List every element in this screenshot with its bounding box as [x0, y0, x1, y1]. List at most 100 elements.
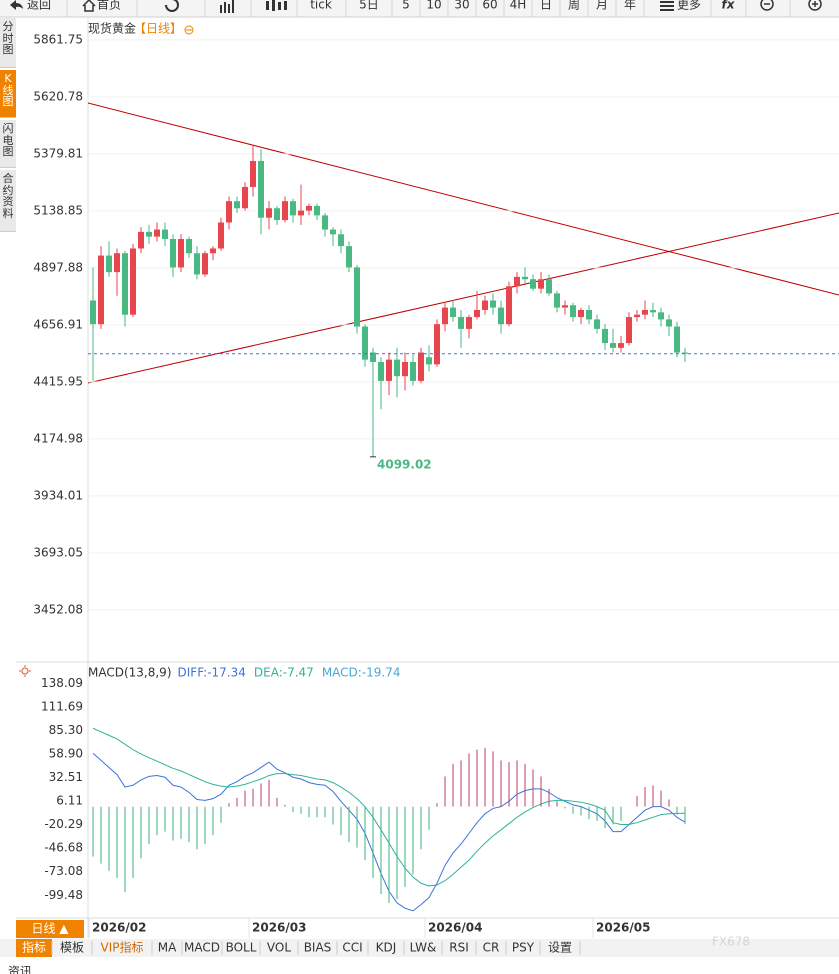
candle-body [138, 231, 144, 249]
candle-body [666, 319, 672, 327]
y-tick-label: 5379.81 [33, 146, 83, 160]
indicator-tab[interactable]: KDJ [376, 941, 397, 955]
bar-icon[interactable] [220, 0, 234, 13]
period-button-bg[interactable] [16, 920, 84, 938]
candle-body [250, 160, 256, 187]
candle-body [418, 352, 424, 381]
indicator-title: MACD(13,8,9) [88, 666, 172, 680]
back-button[interactable]: 返回 [27, 0, 51, 12]
candle-body [218, 222, 224, 249]
candle-body [410, 361, 416, 381]
x-tick-label: 2026/05 [596, 921, 650, 935]
candle-body [290, 201, 296, 216]
indicator-tab[interactable]: VOL [267, 941, 291, 955]
candle-body [554, 293, 560, 308]
more-button[interactable]: 更多 [677, 0, 701, 12]
zoom-in-icon[interactable] [808, 0, 822, 11]
more-icon[interactable] [660, 1, 674, 11]
indicator-tab[interactable]: MA [158, 941, 177, 955]
candle-body [106, 255, 112, 273]
y-tick-label: 4897.88 [33, 260, 83, 274]
period-button[interactable]: 年 [624, 0, 636, 12]
sidebar-tab[interactable]: 合约资料 [0, 170, 16, 232]
candle-body [634, 314, 640, 318]
fx-icon[interactable]: fx [722, 0, 736, 12]
indicator-tab[interactable]: BIAS [304, 941, 332, 955]
back-icon[interactable] [10, 0, 23, 10]
y-tick-label: 5620.78 [33, 89, 83, 103]
candle-body [306, 205, 312, 211]
candle-body [186, 239, 192, 254]
y-tick-label: 85.30 [49, 723, 83, 737]
period-button[interactable]: 月 [596, 0, 608, 12]
period-button[interactable]: 周 [568, 0, 580, 12]
indicator-tab[interactable]: MACD [184, 941, 220, 955]
indicator-tab[interactable]: CR [483, 941, 500, 955]
y-tick-label: 3693.05 [33, 545, 83, 559]
footer-tab[interactable]: 资讯 [8, 965, 32, 974]
y-tick-label: 58.90 [49, 747, 83, 761]
tab-bg [16, 939, 52, 957]
y-tick-label: 4415.95 [33, 374, 83, 388]
candle-body [354, 267, 360, 327]
candle-body [338, 234, 344, 247]
home-button[interactable]: 首页 [97, 0, 121, 12]
candle-body [154, 229, 160, 237]
candle-body [682, 352, 688, 354]
chart-title: 现货黄金 [88, 21, 136, 36]
tick-button[interactable]: tick [310, 0, 332, 12]
candle-body [394, 359, 400, 377]
macd-settings-icon[interactable] [19, 665, 31, 677]
candle-body [570, 305, 576, 318]
indicator-tab[interactable]: LW& [410, 941, 437, 955]
indicator-tab[interactable]: VIP指标 [101, 940, 144, 955]
candle-body [234, 201, 240, 209]
period-button[interactable]: 30 [454, 0, 469, 12]
indicator-tab[interactable]: 指标 [22, 940, 46, 955]
sidebar-tab[interactable]: 分时图 [0, 18, 16, 68]
refresh-icon[interactable] [165, 0, 179, 12]
y-tick-label: 5138.85 [33, 203, 83, 217]
candle-body [194, 253, 200, 275]
period-button[interactable]: 日线 ▲ [31, 922, 69, 936]
y-tick-label: 138.09 [41, 676, 83, 690]
x-tick-label: 2026/04 [428, 921, 482, 935]
candle-body [458, 317, 464, 329]
indicator-tab[interactable]: 设置 [548, 941, 572, 955]
period-button[interactable]: 5日 [359, 0, 379, 12]
period-button[interactable]: 日 [540, 0, 552, 12]
period-button[interactable]: 5 [402, 0, 410, 12]
home-icon[interactable] [82, 0, 96, 12]
indicator-tab[interactable]: PSY [512, 941, 535, 955]
y-tick-label: 5861.75 [33, 32, 83, 46]
candle-body [658, 312, 664, 320]
y-tick-label: 6.11 [56, 794, 83, 808]
chart-subtitle: 【日线】 [134, 22, 182, 36]
indicator-tab[interactable]: CCI [342, 941, 362, 955]
candle-body [650, 309, 656, 313]
period-button[interactable]: 10 [426, 0, 441, 12]
indicator-tab[interactable]: 模板 [60, 941, 84, 955]
indicator-tab[interactable]: BOLL [226, 941, 257, 955]
candle-body [346, 246, 352, 268]
sidebar-tab[interactable]: K线图 [0, 70, 16, 118]
candle-body [210, 248, 216, 254]
period-button[interactable]: 4H [510, 0, 527, 12]
candle-body [90, 300, 96, 325]
legend-entry: DIFF:-17.34 [178, 666, 246, 680]
candle-body [378, 361, 384, 381]
period-button[interactable]: 60 [482, 0, 497, 12]
candle-body [522, 276, 528, 280]
settings-icon[interactable] [184, 25, 194, 35]
candle-body [314, 205, 320, 216]
low-annotation: 4099.02 [377, 457, 432, 471]
indicator-tab[interactable]: RSI [449, 941, 469, 955]
candle-body [482, 300, 488, 310]
candle-body [402, 361, 408, 377]
candle-body [514, 276, 520, 287]
candle-body [130, 248, 136, 315]
zoom-out-icon[interactable] [760, 0, 774, 11]
candle-icon[interactable] [266, 0, 287, 11]
sidebar-tab[interactable]: 闪电图 [0, 120, 16, 168]
